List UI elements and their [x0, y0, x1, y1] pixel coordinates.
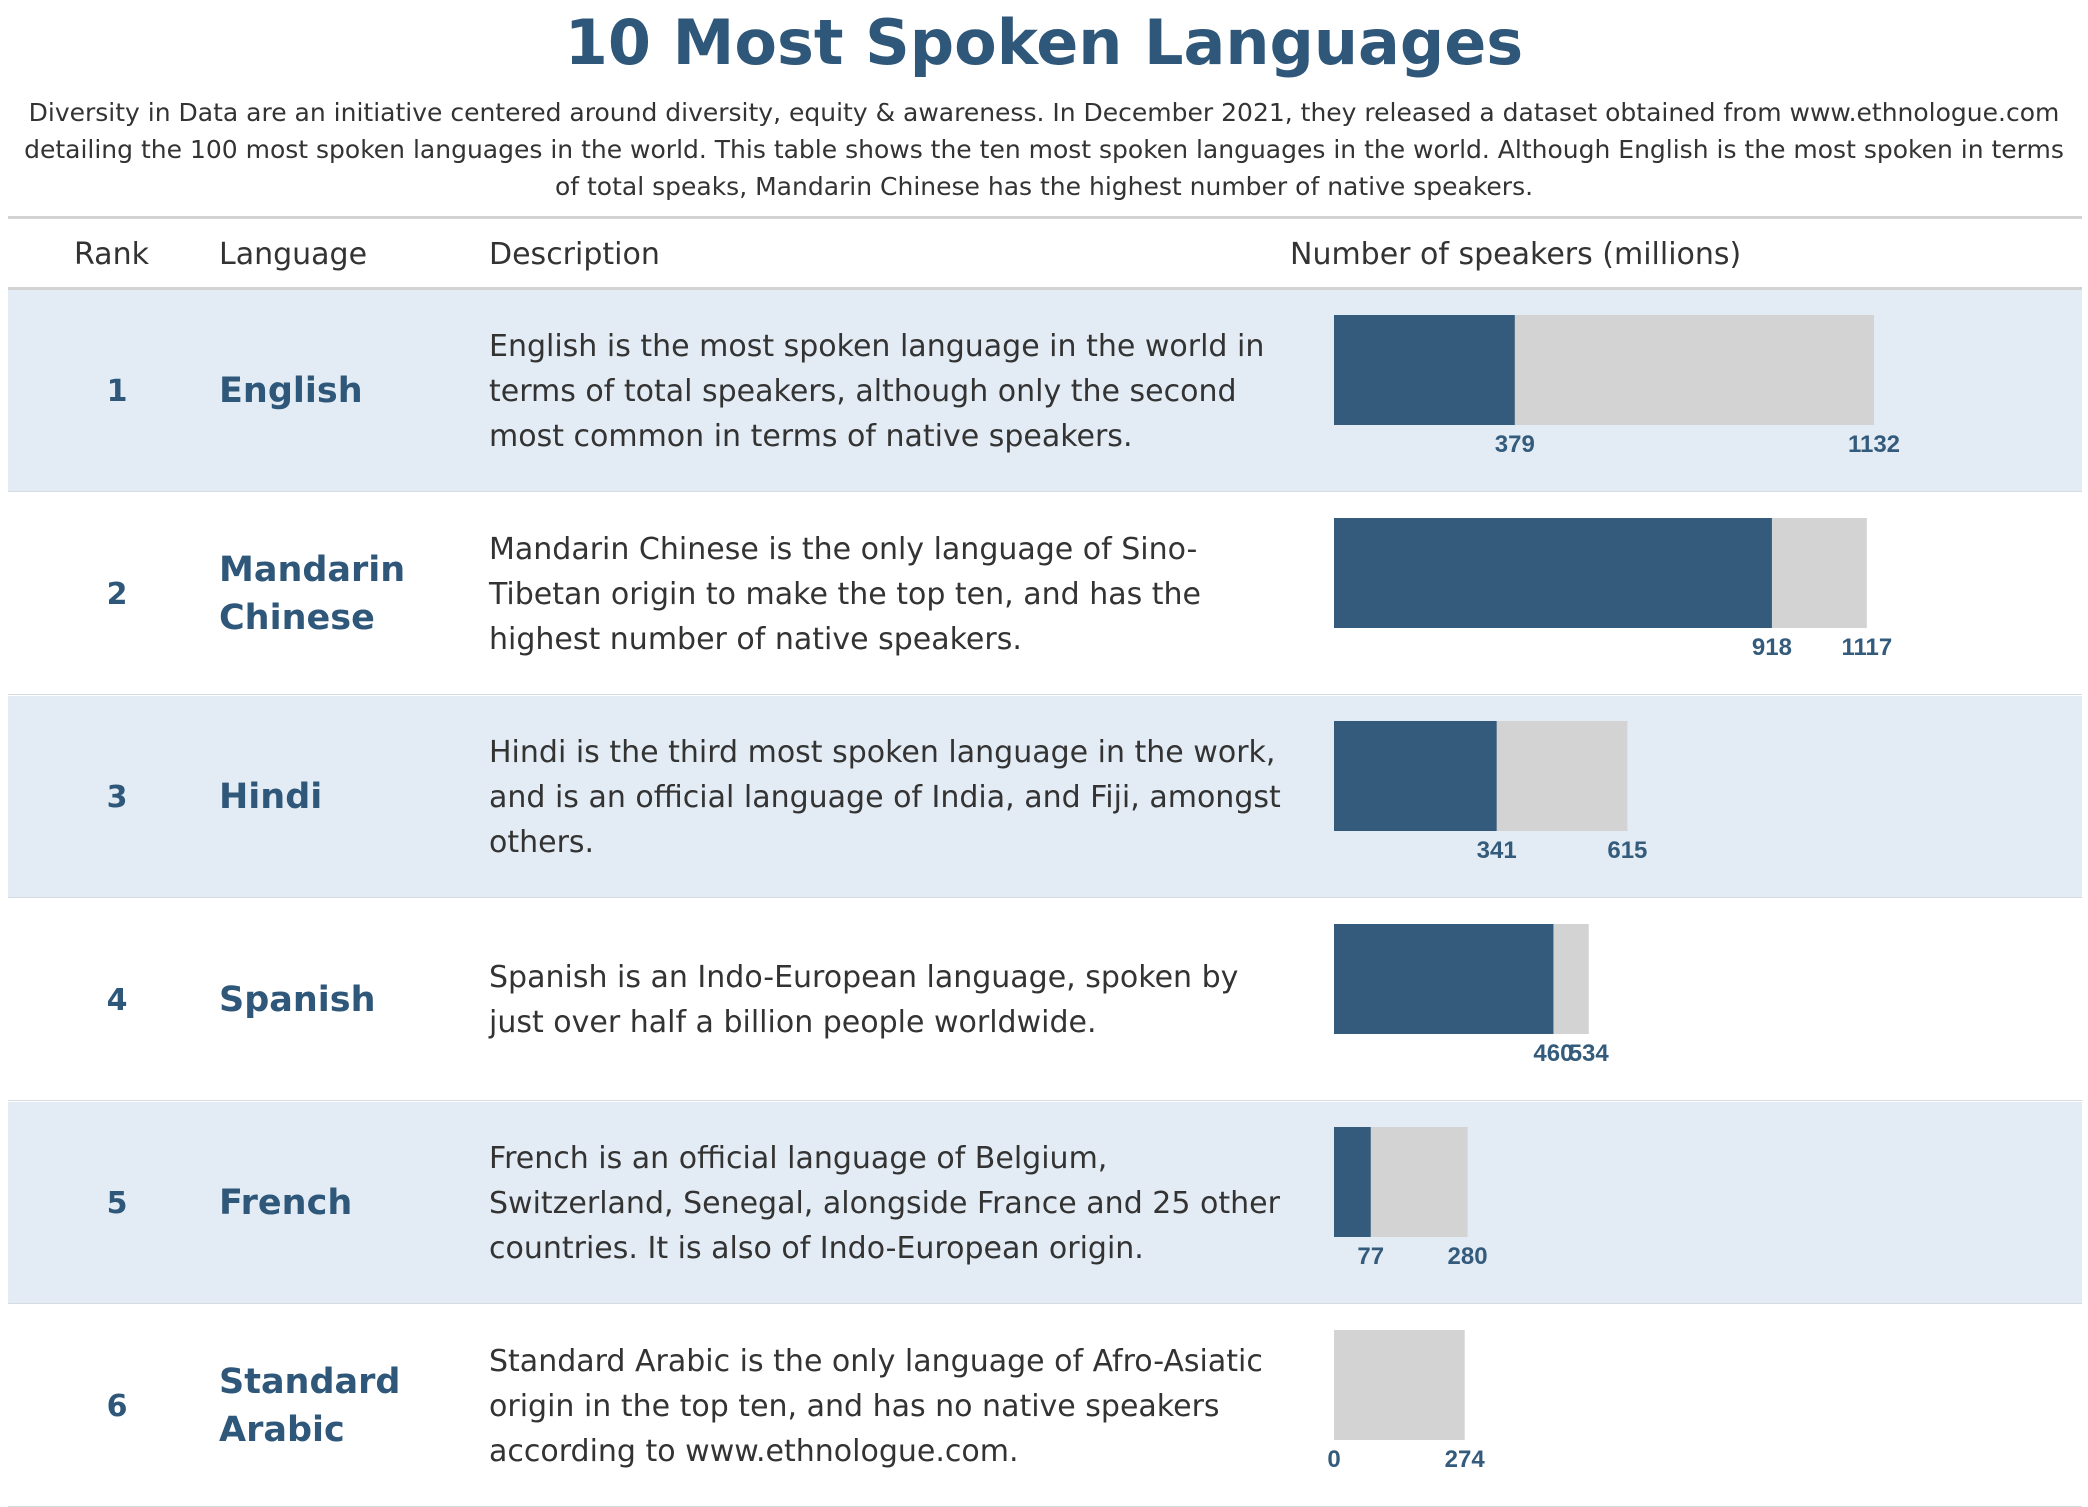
label-native-standard-arabic: 0: [1327, 1446, 1340, 1473]
label-total-standard-arabic: 274: [1445, 1446, 1486, 1473]
header-description: Description: [489, 237, 660, 272]
table-row: 3 Hindi Hindi is the third most spoken l…: [8, 696, 2082, 898]
bar-cell-french: 77 280: [1334, 1127, 1488, 1270]
bar-total-standard-arabic: [1334, 1330, 1465, 1440]
description-cell: Mandarin Chinese is the only language of…: [489, 531, 1201, 657]
bar-native-spanish: [1334, 924, 1554, 1034]
label-native-spanish: 460: [1533, 1040, 1573, 1067]
label-total-spanish: 534: [1569, 1040, 1610, 1067]
bar-cell-mandarin-chinese: 918 1117: [1334, 518, 1892, 661]
language-cell: Standard Arabic: [219, 1362, 401, 1450]
header-divider: [8, 287, 2082, 290]
page-subtitle: Diversity in Data are an initiative cent…: [24, 98, 2064, 201]
bar-native-english: [1334, 315, 1515, 425]
label-native-hindi: 341: [1477, 837, 1517, 864]
label-total-hindi: 615: [1607, 837, 1647, 864]
language-cell: English: [219, 371, 363, 411]
bar-cell-english: 379 1132: [1334, 315, 1900, 458]
top-divider: [8, 216, 2082, 219]
label-native-french: 77: [1357, 1243, 1384, 1270]
language-cell: French: [219, 1183, 353, 1223]
language-cell: Spanish: [219, 980, 376, 1020]
table-row: 4 Spanish Spanish is an Indo-European la…: [8, 899, 2082, 1101]
label-total-english: 1132: [1848, 431, 1900, 458]
table-row: 2 Mandarin Chinese Mandarin Chinese is t…: [8, 493, 2082, 695]
header-rank: Rank: [74, 237, 149, 272]
page-title: 10 Most Spoken Languages: [564, 6, 1524, 79]
rank-cell: 5: [106, 1185, 128, 1221]
header-speakers: Number of speakers (millions): [1290, 237, 1742, 272]
description-cell: Spanish is an Indo-European language, sp…: [489, 960, 1239, 1040]
language-cell: Hindi: [219, 777, 323, 817]
bar-native-mandarin-chinese: [1334, 518, 1772, 628]
table-header: Rank Language Description Number of spea…: [8, 222, 2082, 288]
rank-cell: 6: [106, 1388, 128, 1424]
description-cell: Hindi is the third most spoken language …: [489, 734, 1281, 860]
table-row: 1 English English is the most spoken lan…: [8, 290, 2082, 492]
language-cell: Mandarin Chinese: [219, 550, 406, 638]
bar-cell-standard-arabic: 0 274: [1327, 1330, 1486, 1473]
rank-cell: 3: [106, 779, 128, 815]
label-native-english: 379: [1495, 431, 1535, 458]
label-total-french: 280: [1448, 1243, 1488, 1270]
description-cell: English is the most spoken language in t…: [489, 328, 1265, 454]
bar-native-hindi: [1334, 721, 1497, 831]
label-native-mandarin-chinese: 918: [1752, 634, 1792, 661]
bar-cell-hindi: 341 615: [1334, 721, 1647, 864]
description-cell: French is an official language of Belgiu…: [489, 1140, 1280, 1266]
header-language: Language: [219, 237, 368, 272]
description-cell: Standard Arabic is the only language of …: [489, 1343, 1263, 1469]
table-row: 6 Standard Arabic Standard Arabic is the…: [8, 1305, 2082, 1507]
bar-native-french: [1334, 1127, 1371, 1237]
rank-cell: 2: [106, 576, 128, 612]
rank-cell: 4: [106, 982, 128, 1018]
label-total-mandarin-chinese: 1117: [1841, 634, 1892, 661]
rank-cell: 1: [106, 373, 128, 409]
table-row: 5 French French is an official language …: [8, 1102, 2082, 1304]
